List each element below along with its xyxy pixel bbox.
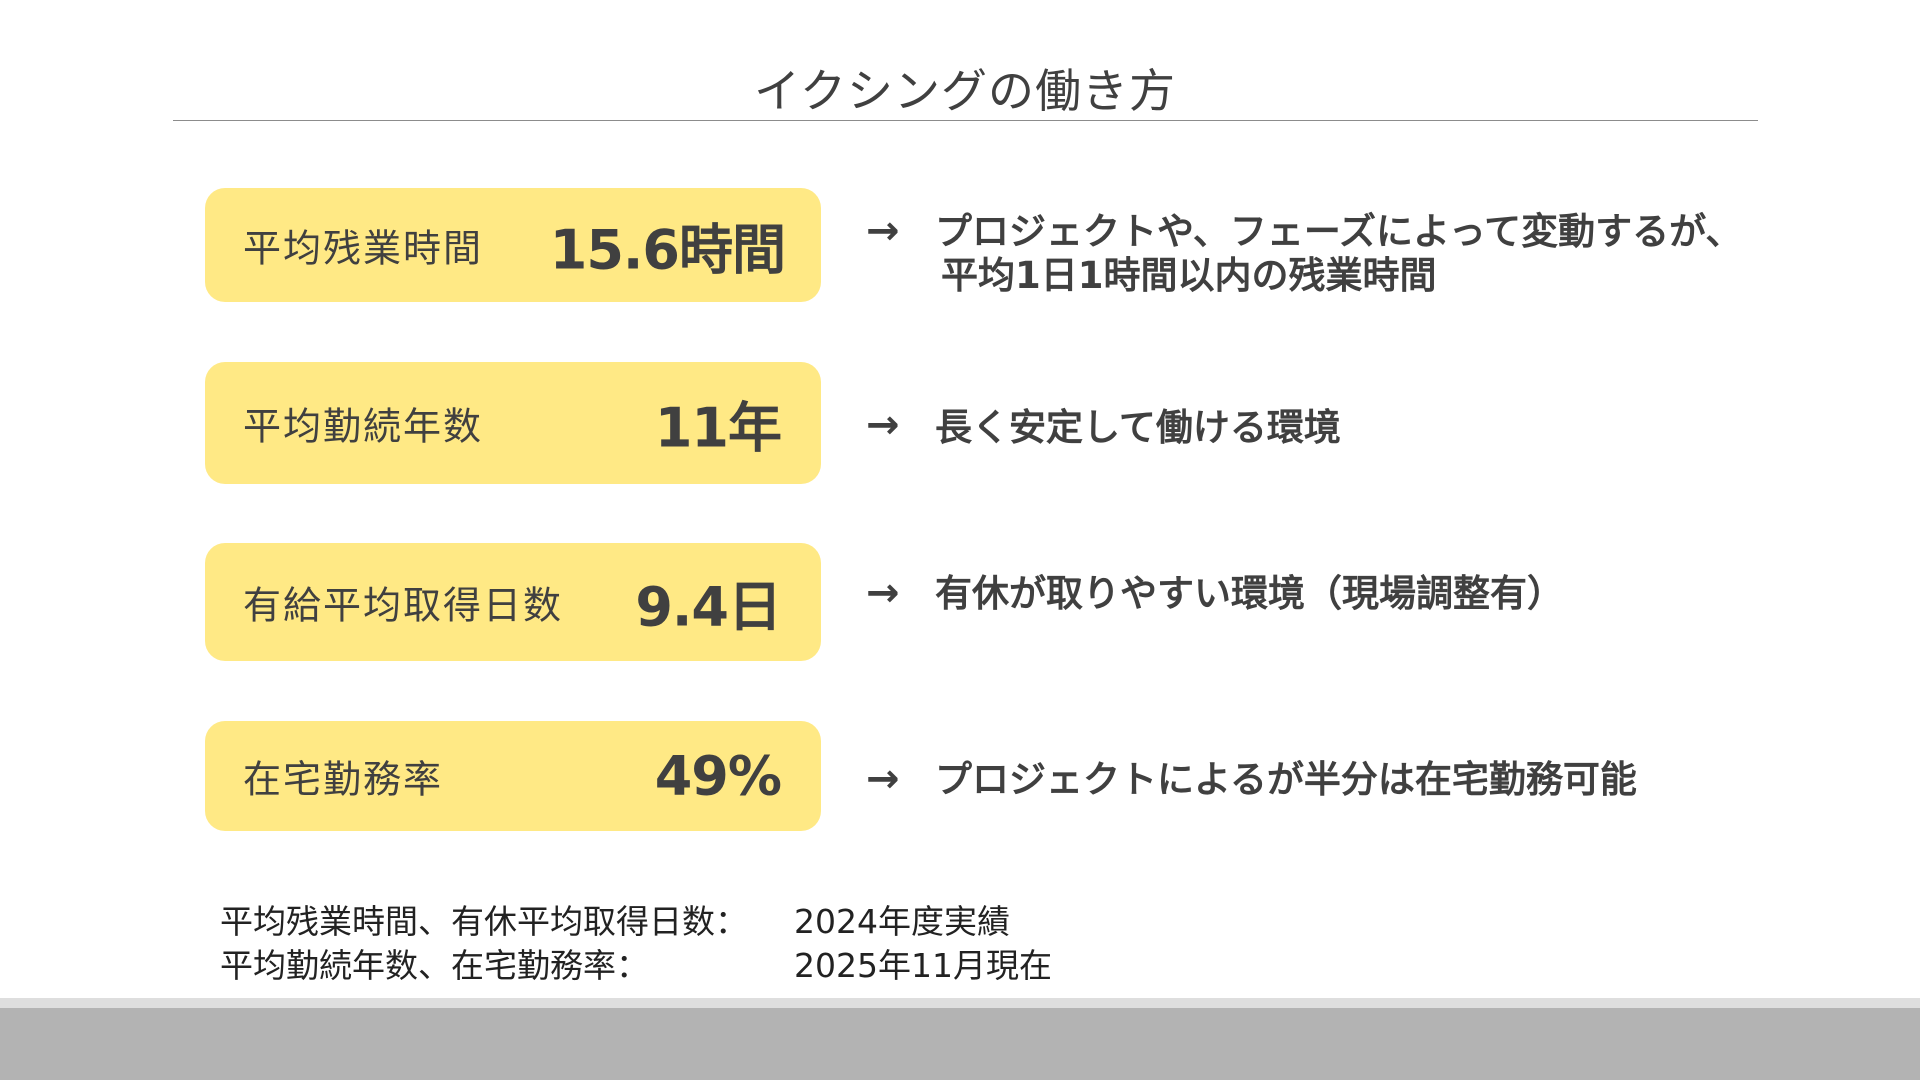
footnote-key: 平均残業時間、有休平均取得日数： bbox=[220, 902, 748, 941]
description-line: プロジェクトや、フェーズによって変動するが、 bbox=[935, 210, 1743, 253]
title-divider bbox=[173, 120, 1758, 121]
metric-card-tenure: 平均勤続年数 11年 bbox=[205, 362, 821, 484]
slide-title: イクシングの働き方 bbox=[753, 64, 1177, 118]
footnote-value: 2025年11月現在 bbox=[794, 946, 1052, 985]
footnote-value: 2024年度実績 bbox=[794, 902, 1010, 941]
metric-card-paid-leave: 有給平均取得日数 9.4日 bbox=[205, 543, 821, 661]
metric-value: 15.6時間 bbox=[549, 218, 786, 282]
description-line: 平均1日1時間以内の残業時間 bbox=[941, 254, 1437, 297]
metric-description-tenure: 長く安定して働ける環境 bbox=[935, 406, 1341, 450]
metric-value: 9.4日 bbox=[635, 575, 782, 639]
metric-description-remote-work: プロジェクトによるが半分は在宅勤務可能 bbox=[935, 758, 1637, 802]
metric-label: 平均勤続年数 bbox=[243, 404, 484, 449]
arrow-icon: → bbox=[866, 208, 900, 254]
metric-description-overtime: プロジェクトや、フェーズによって変動するが、 平均1日1時間以内の残業時間 bbox=[935, 210, 1742, 298]
metric-value: 11年 bbox=[654, 396, 782, 460]
description-line: プロジェクトによるが半分は在宅勤務可能 bbox=[935, 758, 1637, 801]
metric-card-remote-work: 在宅勤務率 49% bbox=[205, 721, 821, 831]
metric-value: 49% bbox=[654, 744, 782, 808]
arrow-icon: → bbox=[866, 570, 900, 616]
arrow-icon: → bbox=[866, 402, 900, 448]
metric-card-overtime: 平均残業時間 15.6時間 bbox=[205, 188, 821, 302]
arrow-icon: → bbox=[866, 756, 900, 802]
metric-label: 平均残業時間 bbox=[243, 226, 484, 271]
metric-label: 在宅勤務率 bbox=[243, 757, 444, 802]
metric-label: 有給平均取得日数 bbox=[243, 583, 564, 628]
footer-band bbox=[0, 998, 1920, 1080]
footnote-key: 平均勤続年数、在宅勤務率： bbox=[220, 946, 649, 985]
description-line: 長く安定して働ける環境 bbox=[935, 406, 1341, 449]
footer-band-highlight bbox=[0, 998, 1920, 1008]
metric-description-paid-leave: 有休が取りやすい環境（現場調整有） bbox=[935, 572, 1564, 616]
description-line: 有休が取りやすい環境（現場調整有） bbox=[935, 572, 1564, 615]
